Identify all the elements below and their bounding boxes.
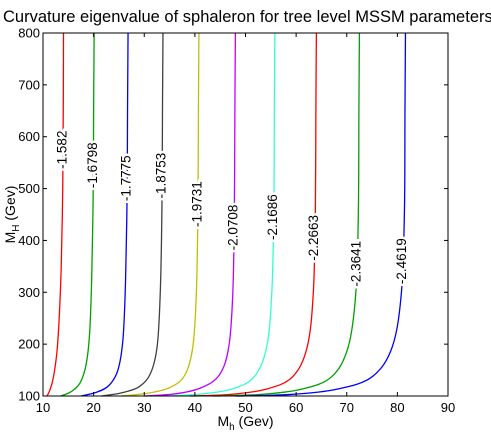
y-tick-label: 600 xyxy=(18,129,40,144)
contour-label-10: -2.4619 xyxy=(394,238,409,284)
plot-frame xyxy=(42,32,449,397)
x-tick-label: 50 xyxy=(238,400,252,415)
chart-title: Curvature eigenvalue of sphaleron for tr… xyxy=(3,8,491,26)
contour-labels: -1.582 -1.6798 -1.7775 -1.8753 -1.9731 -2.070… xyxy=(52,128,412,289)
y-tick-label: 400 xyxy=(18,233,40,248)
x-tick-label: 70 xyxy=(340,400,354,415)
y-tick-label: 100 xyxy=(18,389,40,404)
x-tick-labels: 10 20 30 40 50 60 70 80 90 xyxy=(36,400,455,415)
y-tick-label: 500 xyxy=(18,181,40,196)
x-tick-label: 10 xyxy=(36,400,50,415)
y-axis-label-unit: (Gev) xyxy=(2,186,18,225)
contour-label-2: -1.6798 xyxy=(85,142,100,188)
x-tick-label: 40 xyxy=(188,400,202,415)
y-tick-label: 300 xyxy=(18,285,40,300)
x-tick-label: 90 xyxy=(441,400,455,415)
contour-line-9 xyxy=(212,32,361,397)
x-tick-label: 80 xyxy=(390,400,404,415)
contour-label-5: -1.9731 xyxy=(190,181,205,227)
x-tick-label: 30 xyxy=(137,400,151,415)
x-axis-label: Mh (Gev) xyxy=(217,413,273,433)
contour-line-2 xyxy=(60,32,95,397)
contour-line-8 xyxy=(189,32,318,397)
y-tick-labels: 100 200 300 400 500 600 700 800 xyxy=(18,26,40,404)
contour-lines xyxy=(46,32,407,397)
y-tick-label: 800 xyxy=(18,26,40,41)
axis-ticks xyxy=(42,32,449,397)
x-axis-label-sub: h xyxy=(229,422,235,433)
y-axis-label-main: M xyxy=(2,232,18,244)
y-axis-label-sub: H xyxy=(11,224,22,231)
contour-line-10 xyxy=(235,32,407,397)
contour-label-4: -1.8753 xyxy=(154,153,169,199)
y-tick-label: 700 xyxy=(18,77,40,92)
contour-line-4 xyxy=(101,32,164,397)
x-tick-label: 20 xyxy=(86,400,100,415)
y-axis-label: MH (Gev) xyxy=(2,186,22,244)
contour-line-1 xyxy=(46,32,65,397)
contour-line-5 xyxy=(121,32,200,397)
contour-line-6 xyxy=(144,32,237,397)
contour-line-3 xyxy=(80,32,129,397)
x-axis-label-main: M xyxy=(217,413,229,429)
x-axis-label-unit: (Gev) xyxy=(235,413,274,429)
y-tick-label: 200 xyxy=(18,337,40,352)
contour-label-8: -2.2663 xyxy=(306,215,321,261)
contour-label-9: -2.3641 xyxy=(348,241,363,287)
contour-label-7: -2.1686 xyxy=(265,194,280,240)
contour-label-6: -2.0708 xyxy=(226,205,241,251)
x-tick-label: 60 xyxy=(289,400,303,415)
contour-label-1: -1.582 xyxy=(55,131,70,169)
contour-label-3: -1.7775 xyxy=(119,155,134,201)
contour-line-7 xyxy=(166,32,276,397)
